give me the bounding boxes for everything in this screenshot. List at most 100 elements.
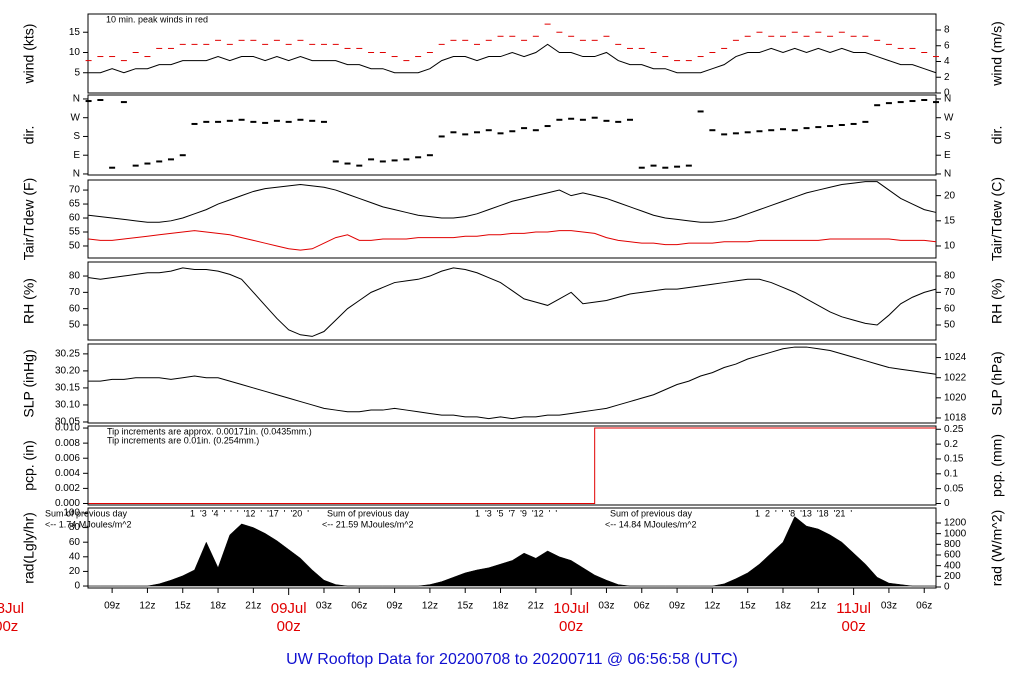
y2-tick-label: 0.15 xyxy=(944,454,964,465)
y-axis-label: SLP (inHg) xyxy=(21,349,37,417)
y-tick-label: 10 xyxy=(69,47,81,58)
y2-tick-label: 1020 xyxy=(944,392,967,403)
panel-frame xyxy=(87,343,937,424)
x-tick-label: 18z xyxy=(775,601,791,612)
line xyxy=(88,346,937,420)
x-tick-label: 15z xyxy=(457,601,473,612)
y-tick-label: 80 xyxy=(69,522,81,533)
y-tick-label: N xyxy=(73,169,80,180)
y2-tick-label: 8 xyxy=(944,25,950,36)
y-tick-label: 100 xyxy=(63,508,80,519)
line xyxy=(88,43,937,74)
y2-axis-label: dir. xyxy=(989,126,1005,145)
y-tick-label: 5 xyxy=(74,67,80,78)
y-tick-label: 60 xyxy=(69,537,81,548)
y2-tick-label: 60 xyxy=(944,303,956,314)
y2-axis-label: wind (m/s) xyxy=(989,21,1005,87)
y2-axis-label: RH (%) xyxy=(989,278,1005,324)
y-tick-label: 60 xyxy=(69,303,81,314)
y-tick-label: 55 xyxy=(69,227,81,238)
day-sublabel: 00z xyxy=(0,618,18,635)
panel-frame xyxy=(87,94,937,176)
annotation: 1 2 ' ' '8 '13 '18 '21 ' xyxy=(755,508,852,518)
y-tick-label: 30.05 xyxy=(55,417,80,428)
panel-frame xyxy=(87,425,937,506)
y2-tick-label: 1000 xyxy=(944,528,967,539)
y-tick-label: 0 xyxy=(74,581,80,592)
annotation: <-- 14.84 MJoules/m^2 xyxy=(605,519,697,529)
day-sublabel: 00z xyxy=(842,618,866,635)
annotation: Tip increments are 0.01in. (0.254mm.) xyxy=(107,435,259,445)
y2-tick-label: 800 xyxy=(944,539,961,550)
y2-tick-label: N xyxy=(944,169,951,180)
x-tick-label: 06z xyxy=(916,601,932,612)
y-tick-label: 15 xyxy=(69,27,81,38)
x-tick-label: 03z xyxy=(881,601,897,612)
y2-tick-label: 50 xyxy=(944,320,956,331)
y-tick-label: 70 xyxy=(69,185,81,196)
y2-tick-label: 0 xyxy=(944,88,950,99)
y-tick-label: 60 xyxy=(69,213,81,224)
y2-tick-label: 1018 xyxy=(944,413,967,424)
y2-axis-label: rad (W/m^2) xyxy=(989,510,1005,587)
x-tick-label: 03z xyxy=(598,601,614,612)
x-tick-label: 18z xyxy=(210,601,226,612)
y-tick-label: 70 xyxy=(69,287,81,298)
x-tick-label: 03z xyxy=(316,601,332,612)
x-tick-label: 21z xyxy=(245,601,261,612)
y2-tick-label: 2 xyxy=(944,72,950,83)
annotation: <-- 21.59 MJoules/m^2 xyxy=(322,519,414,529)
y-tick-label: 0.000 xyxy=(55,498,80,509)
day-label: 09Jul xyxy=(271,600,307,617)
day-sublabel: 00z xyxy=(277,618,301,635)
y2-tick-label: 0.2 xyxy=(944,439,958,450)
annotation: 10 min. peak winds in red xyxy=(106,14,208,24)
x-tick-label: 15z xyxy=(740,601,756,612)
y2-tick-label: 0 xyxy=(944,582,950,593)
line xyxy=(88,230,937,251)
annotation: Sum of previous day xyxy=(45,508,128,518)
y2-tick-label: 600 xyxy=(944,550,961,561)
y-tick-label: 30.15 xyxy=(55,383,80,394)
y-tick-label: S xyxy=(73,131,80,142)
y-axis-label: pcp. (in) xyxy=(21,440,37,491)
y2-tick-label: 15 xyxy=(944,215,956,226)
y-tick-label: 80 xyxy=(69,271,81,282)
y-tick-label: 0.006 xyxy=(55,453,80,464)
x-tick-label: 12z xyxy=(139,601,155,612)
y2-tick-label: 200 xyxy=(944,571,961,582)
y2-tick-label: 6 xyxy=(944,40,950,51)
y2-tick-label: S xyxy=(944,131,951,142)
y2-axis-label: Tair/Tdew (C) xyxy=(989,177,1005,261)
y2-tick-label: E xyxy=(944,150,951,161)
y-tick-label: 30.25 xyxy=(55,349,80,360)
line xyxy=(88,267,937,337)
y2-tick-label: W xyxy=(944,112,954,123)
x-tick-label: 21z xyxy=(528,601,544,612)
y2-tick-label: N xyxy=(944,94,951,105)
panel-frame xyxy=(87,13,937,94)
y2-tick-label: 80 xyxy=(944,271,956,282)
y-tick-label: 20 xyxy=(69,566,81,577)
y-tick-label: 40 xyxy=(69,551,81,562)
y-tick-label: 30.10 xyxy=(55,400,80,411)
day-label: 08Jul xyxy=(0,600,24,617)
day-label: 11Jul xyxy=(836,600,871,617)
annotation: 1 '3 '4 ' ' ' '12 ' '17 ' '20 ' xyxy=(190,508,309,518)
annotation: <-- 1.74 MJoules/m^2 xyxy=(45,519,132,529)
area xyxy=(88,516,936,587)
y2-tick-label: 1024 xyxy=(944,352,967,363)
step-line xyxy=(88,427,936,504)
x-tick-label: 21z xyxy=(810,601,826,612)
y-tick-label: E xyxy=(73,150,80,161)
x-tick-label: 18z xyxy=(492,601,508,612)
y-axis-label: rad(Lgly/hr) xyxy=(21,512,37,584)
day-label: 10Jul xyxy=(553,600,589,617)
x-tick-label: 06z xyxy=(351,601,367,612)
panel-frame xyxy=(87,179,937,259)
annotation: Sum of previous day xyxy=(610,508,693,518)
y2-axis-label: pcp. (mm) xyxy=(989,434,1005,497)
y-axis-label: dir. xyxy=(21,126,37,145)
x-tick-label: 09z xyxy=(387,601,403,612)
y2-tick-label: 0.05 xyxy=(944,483,964,494)
